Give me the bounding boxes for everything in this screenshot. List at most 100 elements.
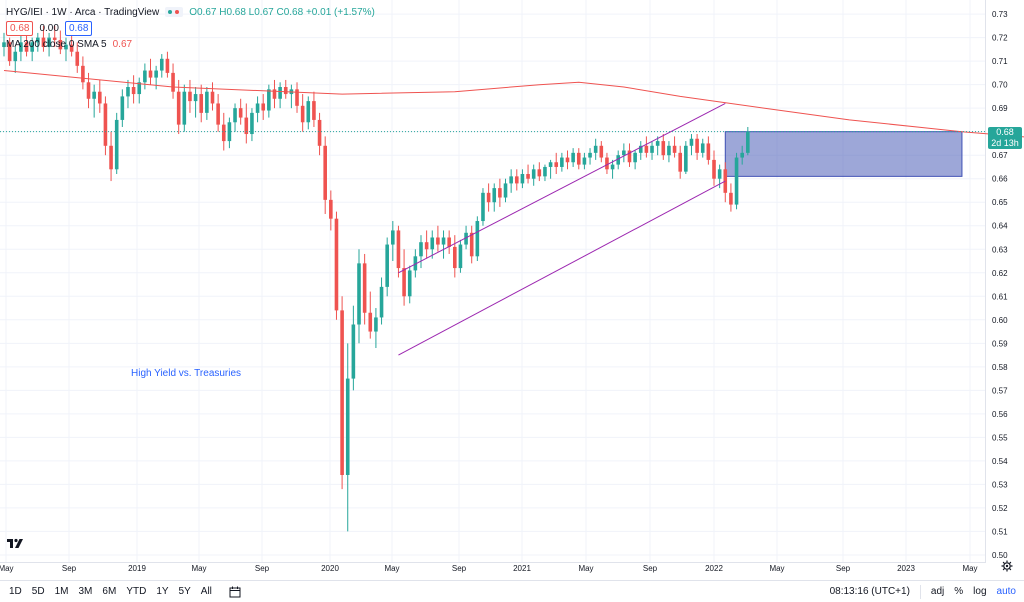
last-price-value: 0.68 <box>996 126 1014 137</box>
candle-body <box>345 378 350 475</box>
candle-body <box>114 119 119 170</box>
timeframe-3m[interactable]: 3M <box>78 586 93 597</box>
time-tick-label: May <box>962 564 977 573</box>
time-tick-label: May <box>769 564 784 573</box>
timeframe-6m[interactable]: 6M <box>102 586 117 597</box>
candle-body <box>447 237 451 247</box>
candle-body <box>419 242 423 257</box>
candle-body <box>30 42 34 52</box>
timeframe-all[interactable]: All <box>200 586 212 597</box>
candle-body <box>672 145 677 153</box>
time-tick-label: Sep <box>643 564 658 573</box>
timeframe-5d[interactable]: 5D <box>31 586 45 597</box>
candle-body <box>588 152 592 158</box>
time-tick-label: May <box>0 564 14 573</box>
channel-upper-line[interactable] <box>398 103 726 274</box>
candle-body <box>2 42 6 48</box>
chart-annotation[interactable]: High Yield vs. Treasuries <box>131 368 242 379</box>
candle-body <box>424 242 429 250</box>
channel-drawings[interactable] <box>398 103 726 356</box>
price-tick-label: 0.66 <box>992 175 1008 184</box>
settings-gear-icon[interactable] <box>1001 560 1013 572</box>
candle-body <box>509 176 513 184</box>
candle-body <box>430 237 435 250</box>
candle-body <box>176 91 181 125</box>
consolidation-box[interactable] <box>724 131 963 177</box>
candle-body <box>402 268 406 297</box>
ma-200-line <box>3 70 1024 138</box>
time-tick-label: May <box>384 564 399 573</box>
candle-body <box>272 89 277 99</box>
candle-body <box>19 42 23 52</box>
time-axis[interactable]: May Sep 2019 May Sep 2020 May Sep 2021 May Sep 2022… <box>0 564 978 573</box>
ma-indicator-value: 0.67 <box>112 38 133 50</box>
candle-body <box>210 91 215 104</box>
clock-timezone[interactable]: 08:13:16 (UTC+1) <box>829 586 910 597</box>
candle-body <box>464 232 468 245</box>
price-tick-label: 0.50 <box>992 551 1008 560</box>
last-price-tag: 0.68 2d 13h <box>988 126 1022 149</box>
candle-body <box>137 82 142 95</box>
timeframe-1y[interactable]: 1Y <box>156 586 169 597</box>
candle-body <box>576 152 581 165</box>
candle-body <box>526 174 530 179</box>
bar-countdown: 2d 13h <box>991 137 1019 148</box>
consolidation-box-layer <box>724 131 963 177</box>
candle-body <box>357 263 361 325</box>
candle-body <box>436 237 440 245</box>
candle-body <box>650 145 654 153</box>
candle-body <box>610 164 615 170</box>
candle-body <box>729 192 733 205</box>
candle-body <box>97 91 102 104</box>
channel-lower-line[interactable] <box>398 180 726 356</box>
candle-body <box>554 162 559 167</box>
candle-body <box>182 91 187 125</box>
candle-body <box>300 105 305 123</box>
timeframe-ytd[interactable]: YTD <box>126 586 147 597</box>
log-scale-toggle[interactable]: log <box>973 586 987 597</box>
ask-badge[interactable]: 0.68 <box>64 20 93 36</box>
timeframe-1d[interactable]: 1D <box>9 586 22 597</box>
candle-body <box>58 39 63 50</box>
candle-body <box>351 324 356 379</box>
percent-scale-toggle[interactable]: % <box>954 586 964 597</box>
market-status-icon[interactable] <box>165 7 184 17</box>
chart-area[interactable]: 0.50 0.51 0.52 0.53 0.54 0.55 0.56 0.57 0.58 0.59… <box>0 0 1024 580</box>
candle-body <box>188 91 192 102</box>
candle-body <box>362 263 367 313</box>
timeframe-5y[interactable]: 5Y <box>178 586 191 597</box>
candle-body <box>233 108 237 123</box>
candle-body <box>250 112 254 135</box>
timeframe-1m[interactable]: 1M <box>54 586 69 597</box>
toolbar-right: 08:13:16 (UTC+1) adj % log auto <box>829 584 1024 599</box>
candle-body <box>267 89 271 111</box>
auto-scale-toggle[interactable]: auto <box>996 586 1016 597</box>
time-axis-separator <box>0 562 986 563</box>
candle-body <box>379 286 384 318</box>
candle-body <box>441 237 446 245</box>
ohlc-values: O0.67 H0.68 L0.67 C0.68 +0.01 (+1.57%) <box>189 6 375 18</box>
price-axis-separator <box>985 0 986 562</box>
candle-body <box>582 157 587 165</box>
tradingview-logo-icon[interactable] <box>6 536 24 550</box>
candle-body <box>255 103 260 113</box>
ma-indicator-label[interactable]: MA 200 close 0 SMA 5 <box>6 38 107 50</box>
bid-badge[interactable]: 0.68 <box>6 20 34 36</box>
adj-toggle[interactable]: adj <box>930 586 945 597</box>
candle-body <box>86 82 91 99</box>
candle-body <box>492 188 497 203</box>
candle-body <box>633 152 637 163</box>
calendar-goto-date-icon[interactable] <box>229 586 241 598</box>
price-tick-label: 0.52 <box>992 504 1008 513</box>
price-tick-label: 0.57 <box>992 386 1008 395</box>
candle-body <box>317 119 322 146</box>
symbol-title[interactable]: HYG/IEI · 1W · Arca · TradingView <box>6 6 160 18</box>
candle-body <box>695 138 699 153</box>
time-tick-label: Sep <box>62 564 77 573</box>
price-tick-label: 0.56 <box>992 410 1008 419</box>
candle-body <box>385 244 389 287</box>
price-axis[interactable]: 0.50 0.51 0.52 0.53 0.54 0.55 0.56 0.57 0.58 0.59… <box>992 10 1008 560</box>
candle-body <box>323 145 327 200</box>
candle-body <box>700 143 705 153</box>
price-tick-label: 0.69 <box>992 104 1008 113</box>
